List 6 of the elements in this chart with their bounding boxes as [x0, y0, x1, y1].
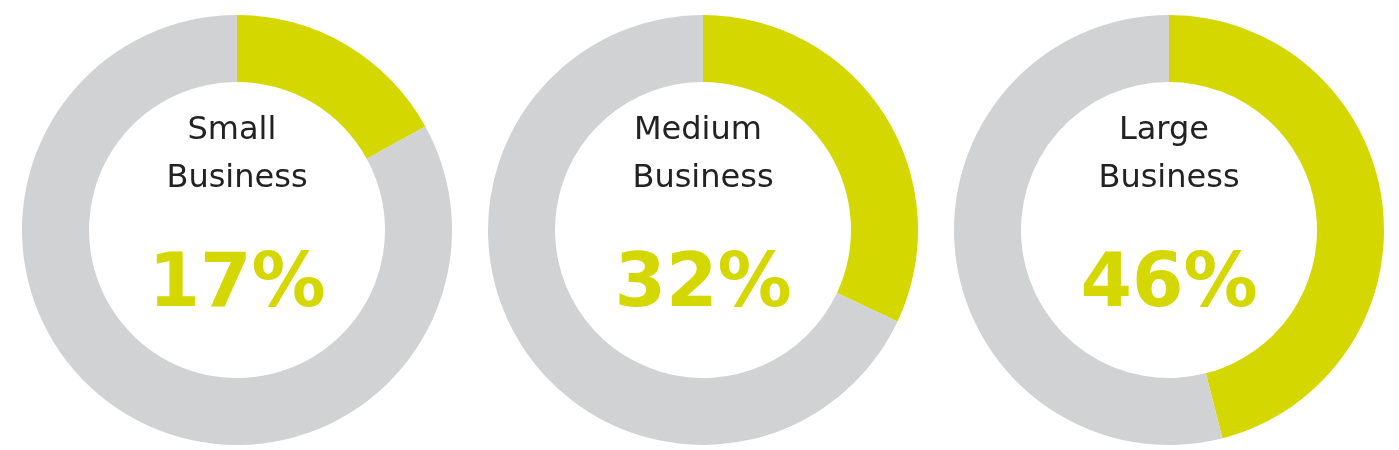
text: 32% — [614, 237, 792, 323]
text: 17% — [148, 237, 326, 323]
text: Large Business — [1098, 109, 1240, 195]
text: Small Business — [166, 109, 308, 195]
text: 46% — [1080, 237, 1258, 323]
text: Medium Business — [632, 109, 774, 195]
